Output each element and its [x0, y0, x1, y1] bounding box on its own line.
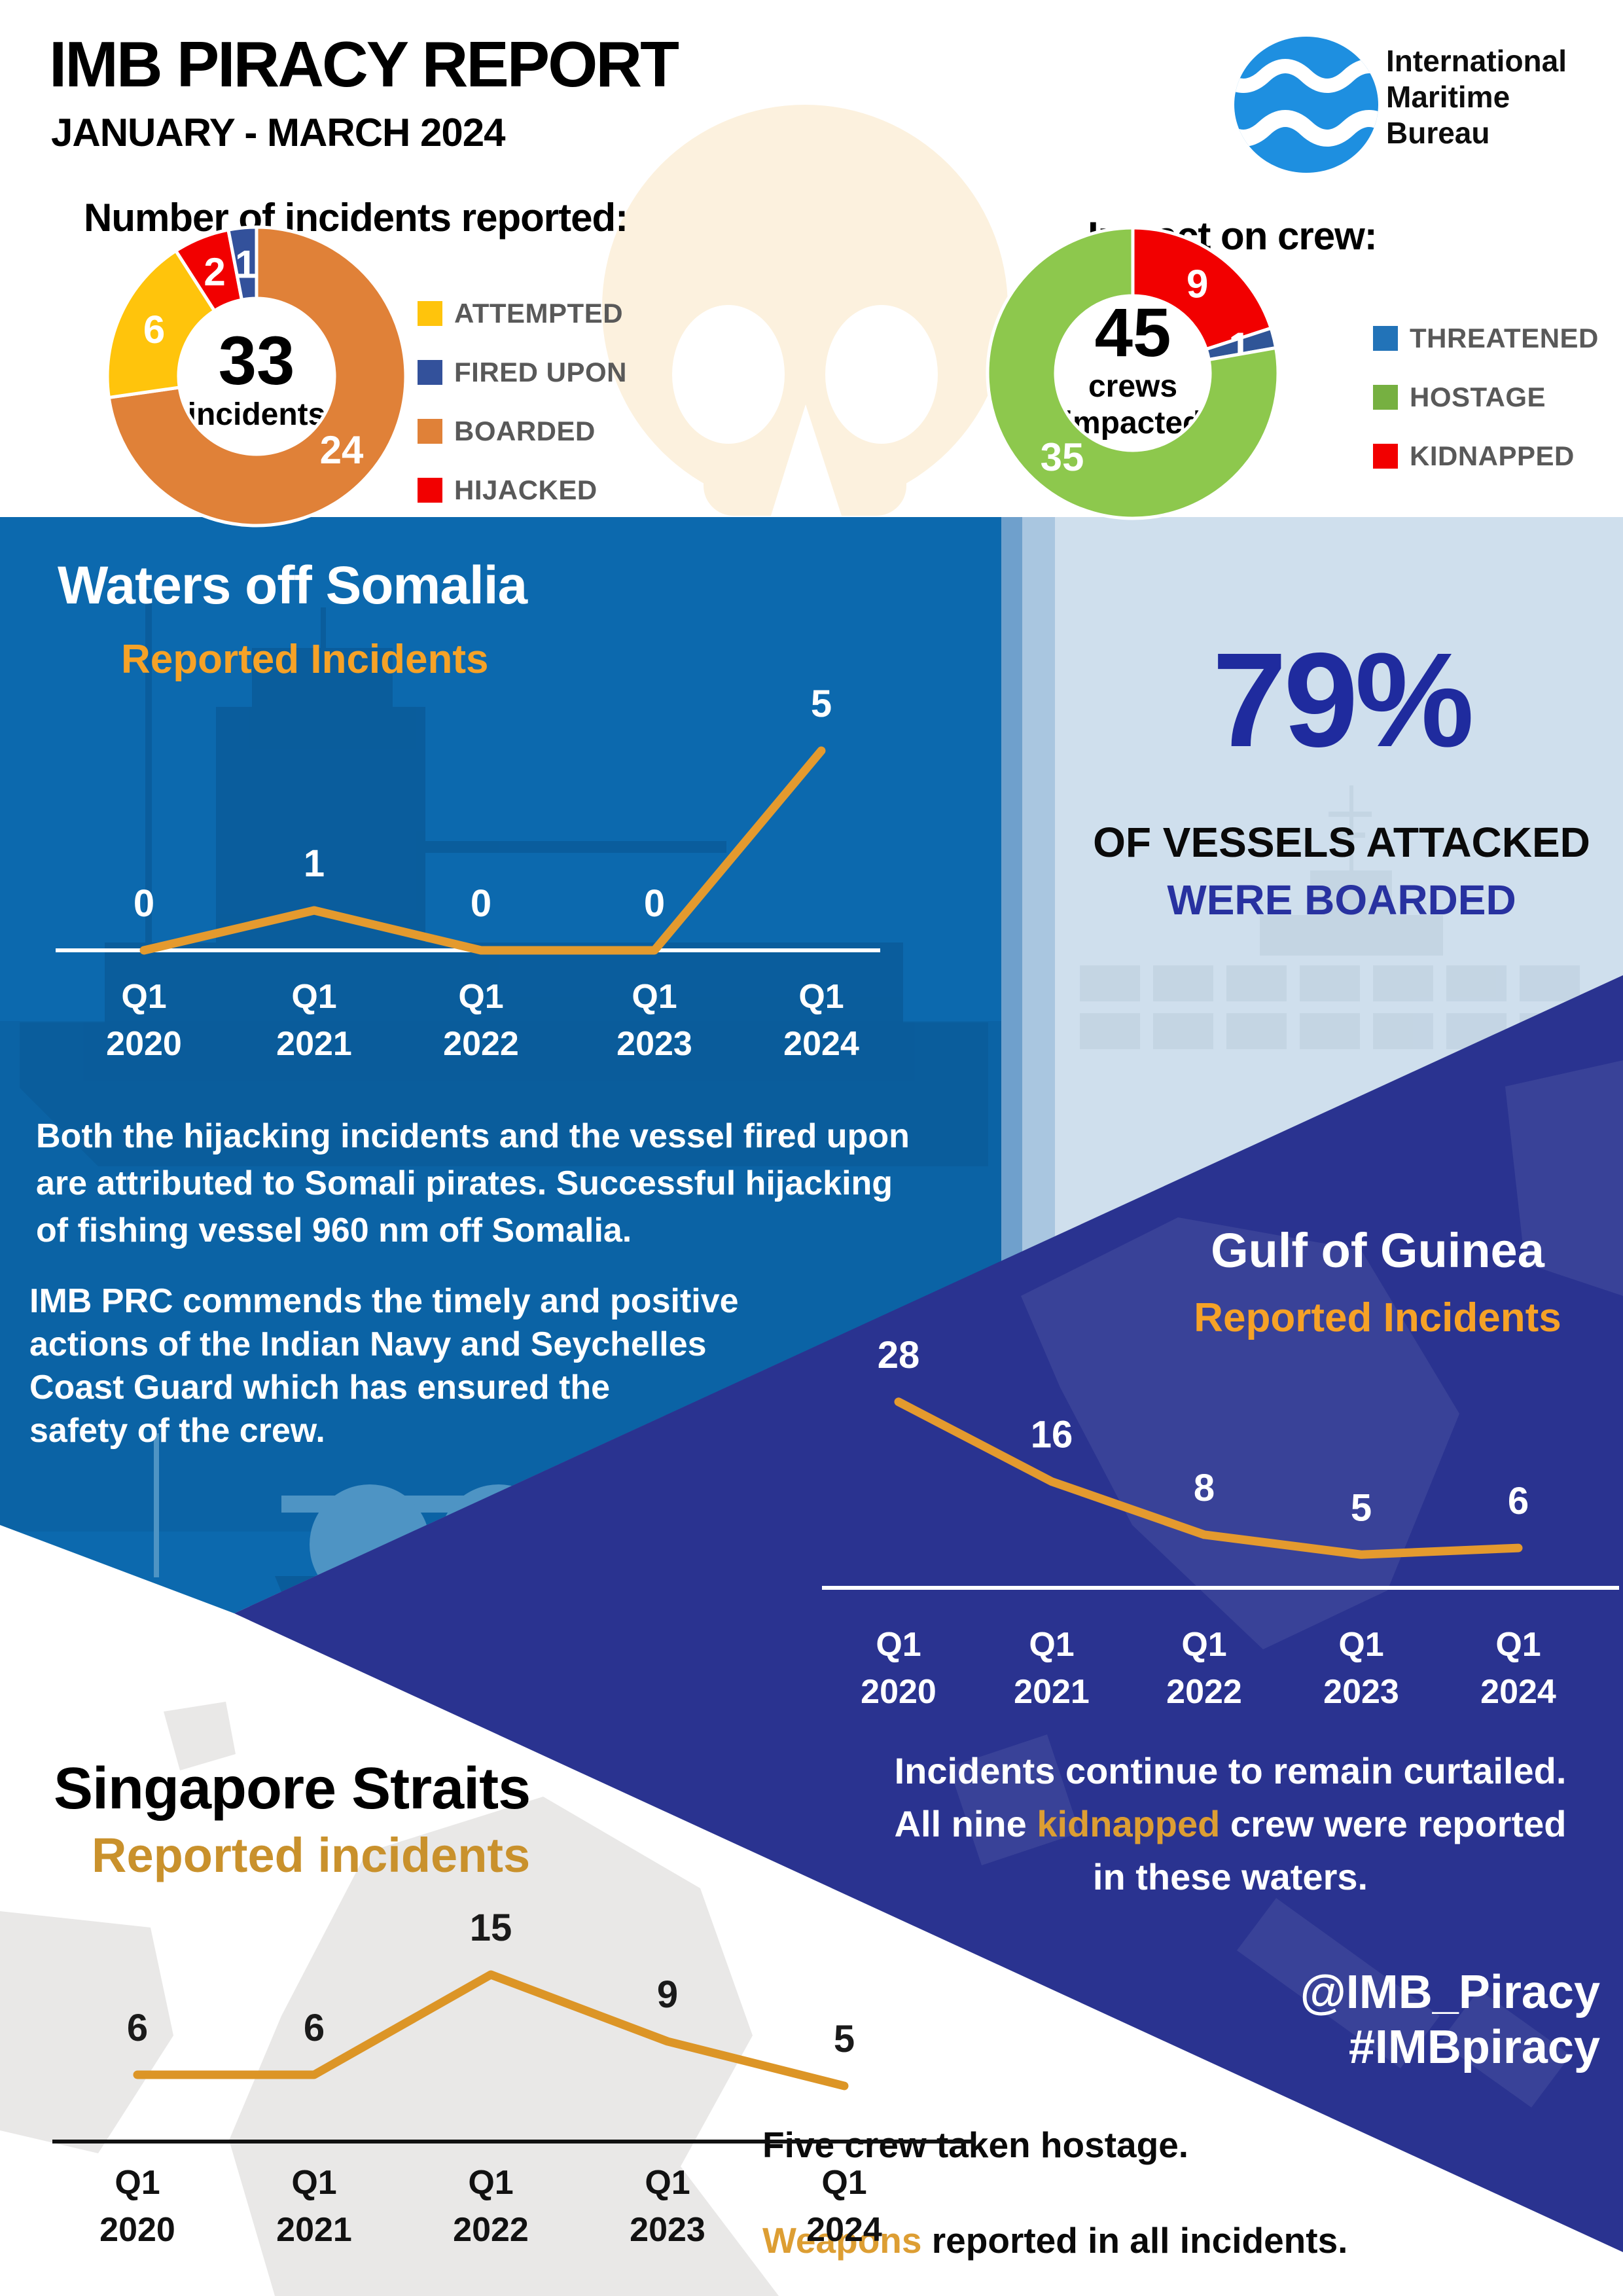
somalia-title: Waters off Somalia — [58, 556, 527, 615]
somalia-paragraph-2: IMB PRC commends the timely and positive… — [29, 1282, 739, 1450]
incidents-legend: ATTEMPTED FIRED UPON BOARDED HIJACKED — [418, 298, 627, 505]
crew-chart-title: Impact on crew: — [1088, 214, 1378, 258]
twitter-handle: @IMB_Piracy — [1300, 1966, 1600, 2018]
legend-item: THREATENED — [1373, 323, 1599, 353]
somalia-paragraph-1: Both the hijacking incidents and the ves… — [36, 1117, 910, 1249]
boarded-percent: 79% — [1212, 625, 1474, 775]
page-title: IMB PIRACY REPORT — [49, 28, 679, 100]
page-subtitle: JANUARY - MARCH 2024 — [51, 111, 505, 154]
hijacked-swatch-icon — [418, 478, 442, 503]
incidents-donut-center: 33 incidents — [187, 323, 326, 433]
legend-item: BOARDED — [418, 416, 627, 446]
gulf-note: Incidents continue to remain curtailed. … — [894, 1750, 1567, 1897]
singapore-subtitle: Reported incidents — [92, 1828, 531, 1882]
somalia-subtitle: Reported Incidents — [121, 637, 489, 682]
fired-upon-swatch-icon — [418, 360, 442, 385]
legend-item: HIJACKED — [418, 475, 627, 505]
threatened-swatch-icon — [1373, 326, 1398, 351]
imb-logo-icon — [1234, 37, 1378, 173]
incidents-chart-title: Number of incidents reported: — [84, 196, 628, 240]
singapore-title: Singapore Straits — [54, 1756, 531, 1821]
boarded-swatch-icon — [418, 419, 442, 444]
weapons-highlight: Weapons — [762, 2220, 922, 2261]
hashtag: #IMBpiracy — [1348, 2021, 1600, 2073]
boarded-line2: WERE BOARDED — [1167, 876, 1516, 924]
singapore-footnote: Five crew taken hostage. Weapons reporte… — [762, 2125, 1348, 2261]
boarded-line1: OF VESSELS ATTACKED — [1093, 819, 1590, 866]
legend-item: ATTEMPTED — [418, 298, 627, 329]
kidnapped-highlight: kidnapped — [1037, 1803, 1221, 1844]
legend-item: KIDNAPPED — [1373, 440, 1599, 471]
social-handles: @IMB_Piracy #IMBpiracy — [946, 1965, 1600, 2075]
gulf-title: Gulf of Guinea — [1211, 1223, 1544, 1278]
legend-item: FIRED UPON — [418, 357, 627, 387]
hostage-swatch-icon — [1373, 385, 1398, 410]
crew-donut-center: 45 crews impacted — [1063, 295, 1202, 441]
gulf-subtitle: Reported Incidents — [1194, 1295, 1561, 1340]
crew-legend: THREATENED HOSTAGE KIDNAPPED — [1373, 323, 1599, 471]
legend-item: HOSTAGE — [1373, 382, 1599, 412]
attempted-swatch-icon — [418, 301, 442, 326]
kidnapped-swatch-icon — [1373, 444, 1398, 469]
imb-logo-text: International Maritime Bureau — [1386, 44, 1567, 150]
